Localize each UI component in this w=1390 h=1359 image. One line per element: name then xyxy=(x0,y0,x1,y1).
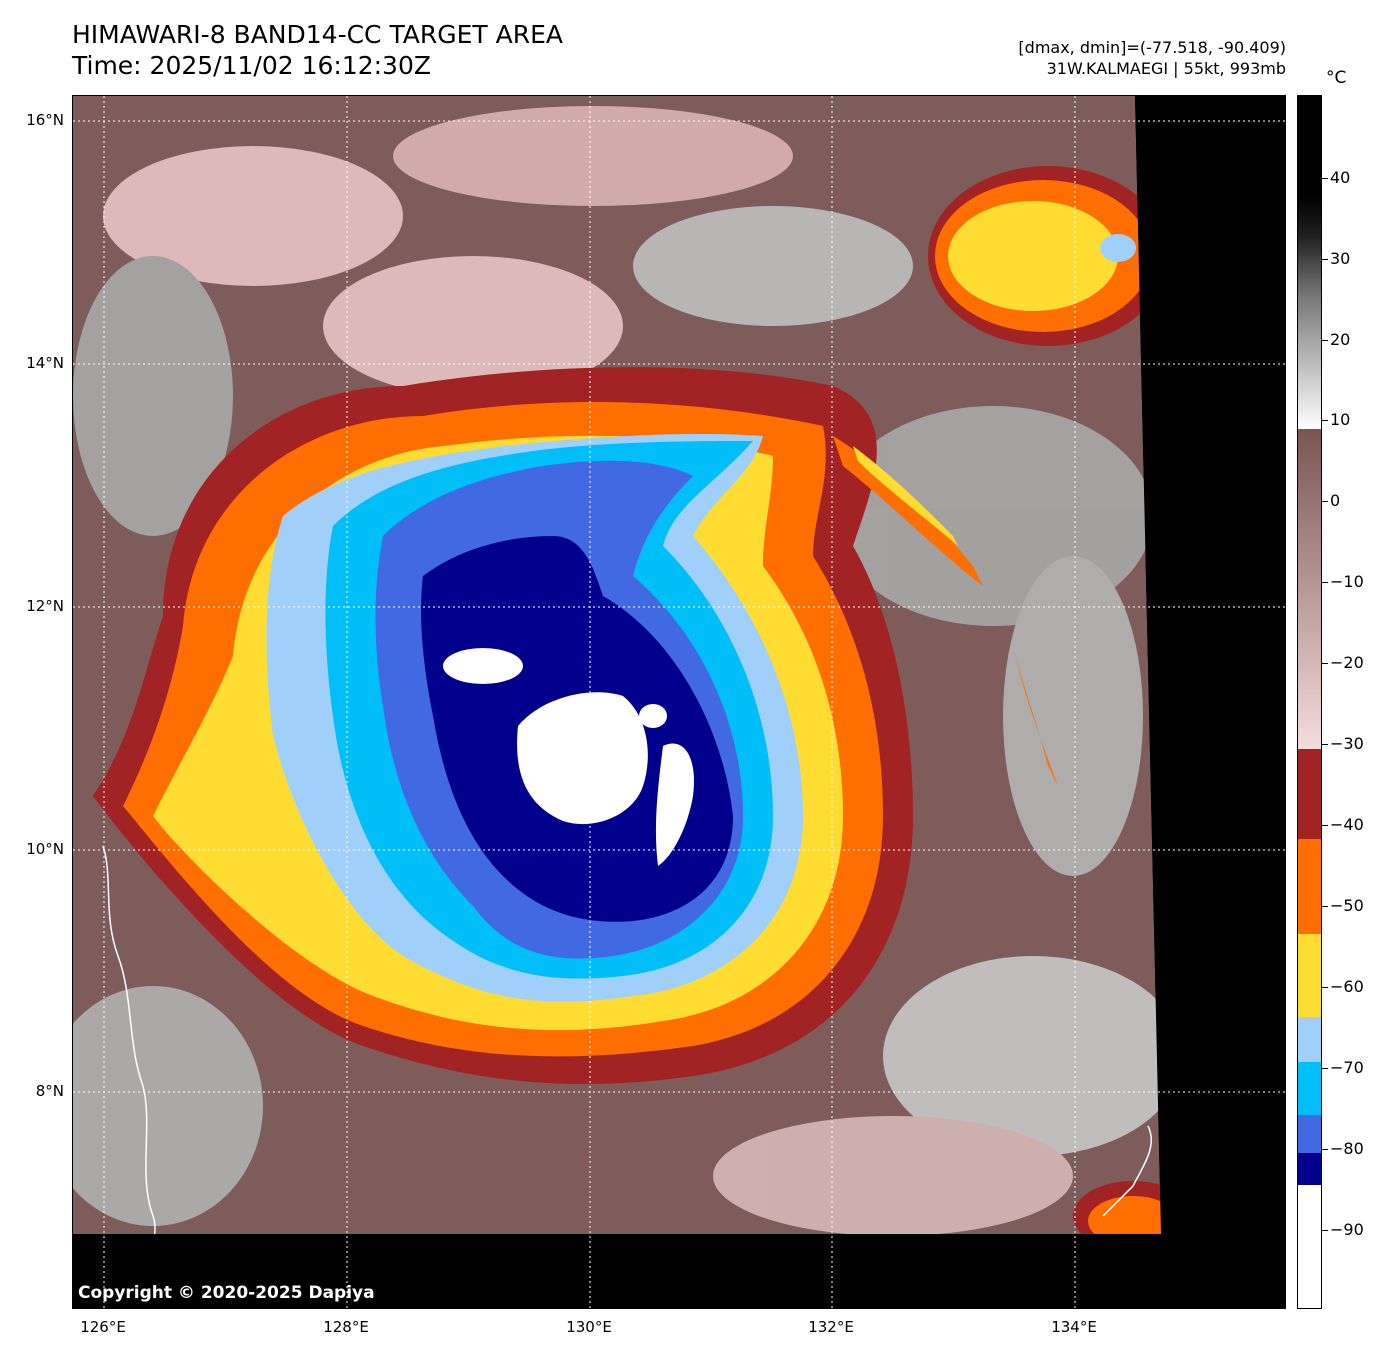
lat-label-14n: 14°N xyxy=(26,354,64,372)
satellite-map xyxy=(72,95,1286,1309)
colorbar-label-minus50: −50 xyxy=(1330,896,1364,915)
lon-label-126e: 126°E xyxy=(80,1318,126,1336)
storm-core-white-spot xyxy=(639,704,667,728)
storm-info-text: 31W.KALMAEGI | 55kt, 993mb xyxy=(1046,59,1286,78)
colorbar-label-minus80: −80 xyxy=(1330,1139,1364,1158)
no-data-right xyxy=(1135,96,1285,1308)
copyright-text: Copyright © 2020-2025 Dapiya xyxy=(78,1283,375,1303)
coastline-east xyxy=(1102,1125,1153,1217)
colorbar-label-minus10: −10 xyxy=(1330,572,1364,591)
colorbar-label-minus30: −30 xyxy=(1330,734,1364,753)
temperature-range-text: [dmax, dmin]=(-77.518, -90.409) xyxy=(1018,38,1286,57)
colorbar-label-0: 0 xyxy=(1330,491,1341,510)
colorbar-label-40: 40 xyxy=(1330,168,1351,187)
colorbar-label-30: 30 xyxy=(1330,249,1351,268)
colorbar-label-20: 20 xyxy=(1330,330,1351,349)
colorbar-label-minus60: −60 xyxy=(1330,977,1364,996)
background-cloud-texture xyxy=(73,106,1183,1236)
lon-label-132e: 132°E xyxy=(808,1318,854,1336)
colorbar-label-minus70: −70 xyxy=(1330,1058,1364,1077)
storm-core-white-tail xyxy=(655,743,694,866)
storm-core-white xyxy=(517,692,648,825)
lon-label-134e: 134°E xyxy=(1051,1318,1097,1336)
lat-label-16n: 16°N xyxy=(26,111,64,129)
storm-core-white-north xyxy=(443,648,523,684)
lat-label-10n: 10°N xyxy=(26,840,64,858)
chart-title: HIMAWARI-8 BAND14-CC TARGET AREA xyxy=(72,20,564,49)
storm-convection xyxy=(93,367,913,1085)
gridlines xyxy=(73,96,1285,1308)
colorbar-gradient xyxy=(1298,96,1321,1308)
lon-label-128e: 128°E xyxy=(323,1318,369,1336)
lon-label-130e: 130°E xyxy=(566,1318,612,1336)
colorbar-label-minus40: −40 xyxy=(1330,815,1364,834)
colorbar-unit: °C xyxy=(1326,68,1347,88)
eastern-rainband xyxy=(833,436,1058,786)
lat-label-8n: 8°N xyxy=(35,1082,64,1100)
colorbar-label-10: 10 xyxy=(1330,410,1351,429)
lat-label-12n: 12°N xyxy=(26,597,64,615)
northeast-cloud-cluster xyxy=(928,166,1168,346)
colorbar xyxy=(1297,95,1322,1309)
no-data-bottom xyxy=(73,1234,1285,1308)
colorbar-label-minus20: −20 xyxy=(1330,653,1364,672)
colorbar-label-minus90: −90 xyxy=(1330,1220,1364,1239)
map-image xyxy=(73,96,1285,1308)
chart-time: Time: 2025/11/02 16:12:30Z xyxy=(72,51,431,80)
